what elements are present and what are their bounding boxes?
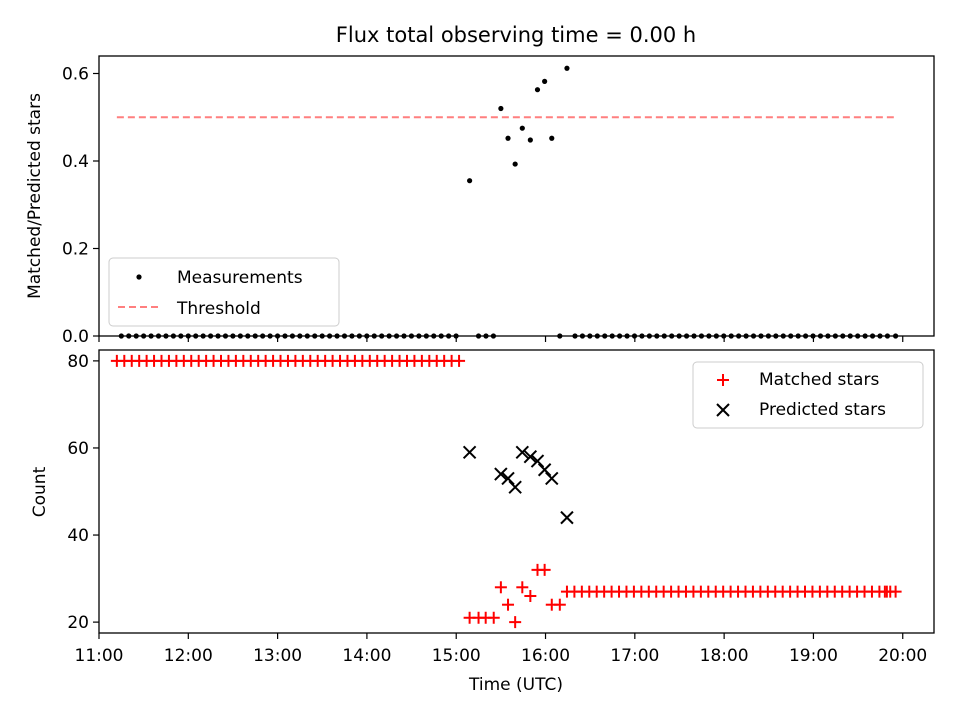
predicted-star-point xyxy=(523,449,538,464)
measurement-point xyxy=(542,78,548,84)
top-x-ticks xyxy=(98,336,904,342)
measurement-point xyxy=(527,137,533,143)
bottom-y-tick-label: 80 xyxy=(67,352,89,372)
legend-measurements-marker xyxy=(136,274,142,280)
legend-predicted-marker xyxy=(716,403,730,417)
predicted-star-point xyxy=(545,471,559,486)
bottom-y-ticks: 20 40 60 80 xyxy=(67,352,99,633)
x-tick-label: 16:00 xyxy=(521,646,570,666)
bottom-data-layer xyxy=(110,354,902,629)
measurement-point xyxy=(534,87,541,93)
x-tick-label: 14:00 xyxy=(342,646,391,666)
x-tick-label: 13:00 xyxy=(253,646,302,666)
top-data-layer xyxy=(116,65,899,339)
predicted-star-point xyxy=(515,445,530,460)
predicted-star-point xyxy=(537,463,552,477)
measurement-point xyxy=(505,135,511,141)
measurement-point xyxy=(498,105,504,112)
measurement-point xyxy=(519,125,525,131)
bottom-y-tick-label: 40 xyxy=(67,526,89,546)
predicted-star-point xyxy=(462,445,477,460)
legend-measurements-label: Measurements xyxy=(177,268,303,288)
x-tick-label: 20:00 xyxy=(878,646,927,666)
legend-threshold-label: Threshold xyxy=(176,299,261,319)
predicted-star-point xyxy=(560,510,574,525)
x-axis-label: Time (UTC) xyxy=(468,675,563,695)
predicted-star-point xyxy=(530,454,545,468)
matched-star-point xyxy=(524,589,537,602)
top-legend-box xyxy=(108,257,340,327)
bottom-x-ticks: 11:00 12:00 13:00 14:00 15:00 16:00 17:00 18:00… xyxy=(75,633,927,666)
top-y-axis-label: Matched/Predicted stars xyxy=(25,93,45,299)
legend-matched-label: Matched stars xyxy=(759,370,879,390)
measurement-point xyxy=(549,135,555,141)
matched-star-point xyxy=(538,563,551,576)
x-tick-label: 19:00 xyxy=(789,646,838,666)
top-y-tick-label: 0.4 xyxy=(62,152,89,172)
measurement-point xyxy=(564,65,570,71)
bottom-y-tick-label: 20 xyxy=(67,613,89,633)
x-tick-label: 18:00 xyxy=(700,646,749,666)
matched-star-point xyxy=(509,616,522,629)
bottom-y-axis-label: Count xyxy=(30,466,50,517)
top-legend: Measurements Threshold xyxy=(108,257,340,327)
legend-predicted-label: Predicted stars xyxy=(759,400,886,420)
matched-star-point xyxy=(487,611,500,624)
x-tick-label: 15:00 xyxy=(432,646,481,666)
legend-matched-marker xyxy=(717,374,729,386)
top-y-ticks: 0.0 0.2 0.4 0.6 xyxy=(62,65,99,347)
matched-star-point xyxy=(502,598,515,611)
matched-star-point xyxy=(453,354,466,367)
bottom-legend-box xyxy=(692,361,924,429)
chart-title: Flux total observing time = 0.00 h xyxy=(336,23,696,47)
predicted-star-point xyxy=(508,480,522,494)
measurement-point xyxy=(467,178,473,184)
x-tick-label: 17:00 xyxy=(610,646,659,666)
x-tick-label: 11:00 xyxy=(75,646,124,666)
matched-star-point xyxy=(553,598,566,611)
top-panel: 0.0 0.2 0.4 0.6 Matched/Predicted stars Mea… xyxy=(25,55,935,347)
bottom-y-tick-label: 60 xyxy=(67,439,89,459)
matched-star-point xyxy=(494,581,507,594)
predicted-star-point xyxy=(494,467,508,481)
matched-star-point xyxy=(889,585,902,598)
bottom-legend: Matched stars Predicted stars xyxy=(692,361,924,429)
matched-star-point xyxy=(516,581,529,594)
x-tick-label: 12:00 xyxy=(164,646,213,666)
top-axes-frame xyxy=(98,55,935,337)
top-y-tick-label: 0.2 xyxy=(62,240,89,260)
predicted-star-point xyxy=(501,471,515,486)
bottom-axes-frame xyxy=(98,349,935,634)
top-y-tick-label: 0.6 xyxy=(62,65,89,85)
measurement-point xyxy=(512,161,518,167)
top-y-tick-label: 0.0 xyxy=(62,327,89,347)
